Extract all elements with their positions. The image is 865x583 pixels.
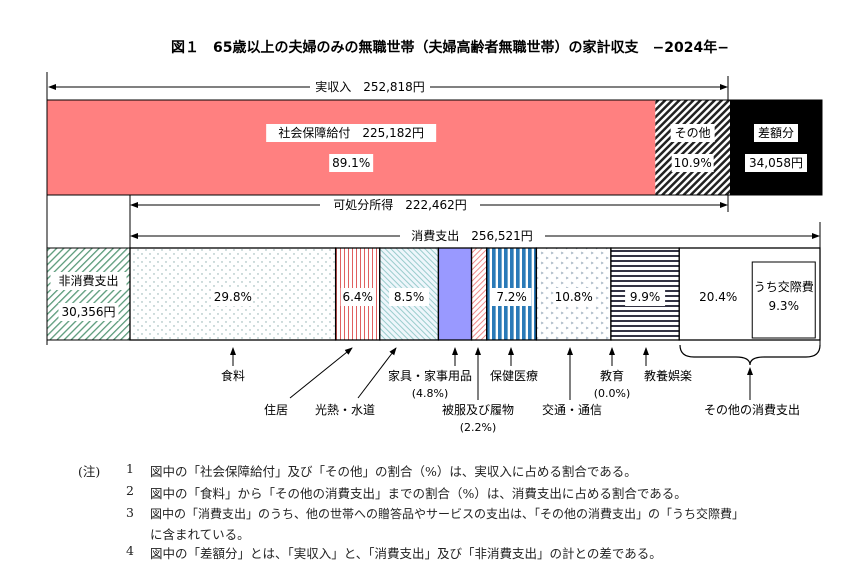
disposable-income-arrow: 可処分所得 222,462円 — [130, 197, 728, 212]
deficit-label-bg — [753, 124, 798, 142]
deficit-value-bg — [744, 154, 807, 172]
non-consumption-segment — [46, 247, 131, 341]
pct-transport: 10.8% — [555, 290, 593, 304]
social-security-label: 社会保障給付 225,182円 — [278, 125, 424, 140]
non-consumption-value: 30,356円 — [62, 305, 116, 319]
pct-housing: 6.4% — [342, 290, 373, 304]
note-text: 図中の「食料」から「その他の消費支出」までの割合（%）は、消費支出に占める割合で… — [150, 486, 687, 501]
social-security-pct-bg — [329, 154, 374, 172]
pct-other: 20.4% — [699, 290, 737, 304]
label-medical: 保健医療 — [490, 369, 538, 383]
deficit-segment — [729, 100, 822, 195]
expenditure-bar: 非消費支出 30,356円 29.8% 6.4% 8.5% 7.2% 10.8% 9.9% 20… — [46, 247, 821, 341]
social-security-segment — [47, 100, 656, 195]
non-consumption-label: 非消費支出 — [58, 273, 118, 288]
category-labels: 食料 住居 光熱・水道 家具・家事用品 (4.8%) 被服及び履物 (2.2%)… — [221, 368, 800, 434]
pct-medical: 7.2% — [496, 290, 527, 304]
other-income-pct: 10.9% — [674, 156, 712, 170]
social-security-pct: 89.1% — [332, 156, 370, 170]
disposable-income-label: 可処分所得 222,462円 — [333, 197, 467, 212]
other-income-pct-bg — [671, 154, 714, 172]
deficit-value: 34,058円 — [749, 156, 803, 170]
note-text: 図中の「消費支出」のうち、他の世帯への贈答品やサービスの支出は、「その他の消費支… — [150, 507, 745, 521]
label-other-consumption: その他の消費支出 — [704, 402, 800, 417]
label-food: 食料 — [221, 368, 245, 383]
note-text-continued: に含まれている。 — [150, 527, 250, 542]
social-security-label-bg — [266, 124, 437, 142]
pct-food: 29.8% — [214, 290, 252, 304]
segment-furniture — [437, 247, 473, 341]
label-utilities: 光熱・水道 — [315, 403, 375, 417]
pct-food-bg — [212, 288, 253, 306]
note-text: 図中の「差額分」とは、「実収入」と、「消費支出」及び「非消費支出」の計との差であ… — [150, 546, 662, 561]
figure-title: 図１ 65歳以上の夫婦のみの無職世帯（夫婦高齢者無職世帯）の家計収支 −2024… — [171, 39, 729, 56]
pct-utilities-bg — [389, 288, 430, 306]
note-num: 1 — [126, 461, 134, 476]
income-span-arrow: 実収入 252,818円 — [48, 79, 728, 94]
pct-culture: 9.9% — [630, 290, 661, 304]
income-label: 実収入 252,818円 — [315, 79, 425, 94]
note-text: 図中の「社会保障給付」及び「その他」の割合（%）は、実収入に占める割合である。 — [150, 464, 637, 479]
label-culture: 教養娯楽 — [644, 368, 692, 383]
pct-furniture: (4.8%) — [412, 387, 449, 400]
label-transport: 交通・通信 — [542, 402, 602, 417]
pct-medical-bg — [491, 288, 532, 306]
consumption-label: 消費支出 256,521円 — [411, 228, 533, 243]
note-num: 2 — [126, 483, 134, 498]
non-consumption-value-bg — [58, 303, 119, 321]
notes-prefix: (注) — [78, 464, 101, 479]
pct-utilities: 8.5% — [394, 290, 425, 304]
income-bar-outline — [46, 99, 823, 196]
entertainment-label: うち交際費 — [754, 279, 814, 294]
other-income-label: その他 — [675, 126, 711, 140]
pct-clothing: (2.2%) — [460, 421, 497, 434]
label-education: 教育 — [600, 368, 624, 383]
other-income-segment — [655, 100, 730, 195]
non-consumption-label-bg — [50, 272, 127, 290]
note-num: 4 — [126, 543, 134, 558]
note-num: 3 — [126, 505, 134, 520]
entertainment-subbox — [751, 261, 816, 339]
label-clothing: 被服及び履物 — [442, 403, 514, 417]
pct-housing-bg — [340, 288, 375, 306]
pct-transport-bg — [553, 288, 594, 306]
income-bar: 社会保障給付 225,182円 89.1% その他 10.9% 差額分 34,058円 — [46, 99, 823, 196]
pct-other-bg — [698, 288, 739, 306]
deficit-label: 差額分 — [758, 126, 794, 140]
entertainment-pct: 9.3% — [768, 299, 799, 313]
label-furniture: 家具・家事用品 — [388, 368, 472, 383]
other-income-label-bg — [670, 124, 715, 142]
label-housing: 住居 — [264, 403, 288, 417]
callout-lines — [230, 344, 821, 400]
pct-education: (0.0%) — [594, 387, 631, 400]
pct-culture-bg — [625, 288, 666, 306]
segment-clothing — [470, 247, 488, 341]
consumption-span-arrow: 消費支出 256,521円 — [130, 228, 820, 243]
household-budget-diagram: 図１ 65歳以上の夫婦のみの無職世帯（夫婦高齢者無職世帯）の家計収支 −2024… — [46, 39, 823, 434]
